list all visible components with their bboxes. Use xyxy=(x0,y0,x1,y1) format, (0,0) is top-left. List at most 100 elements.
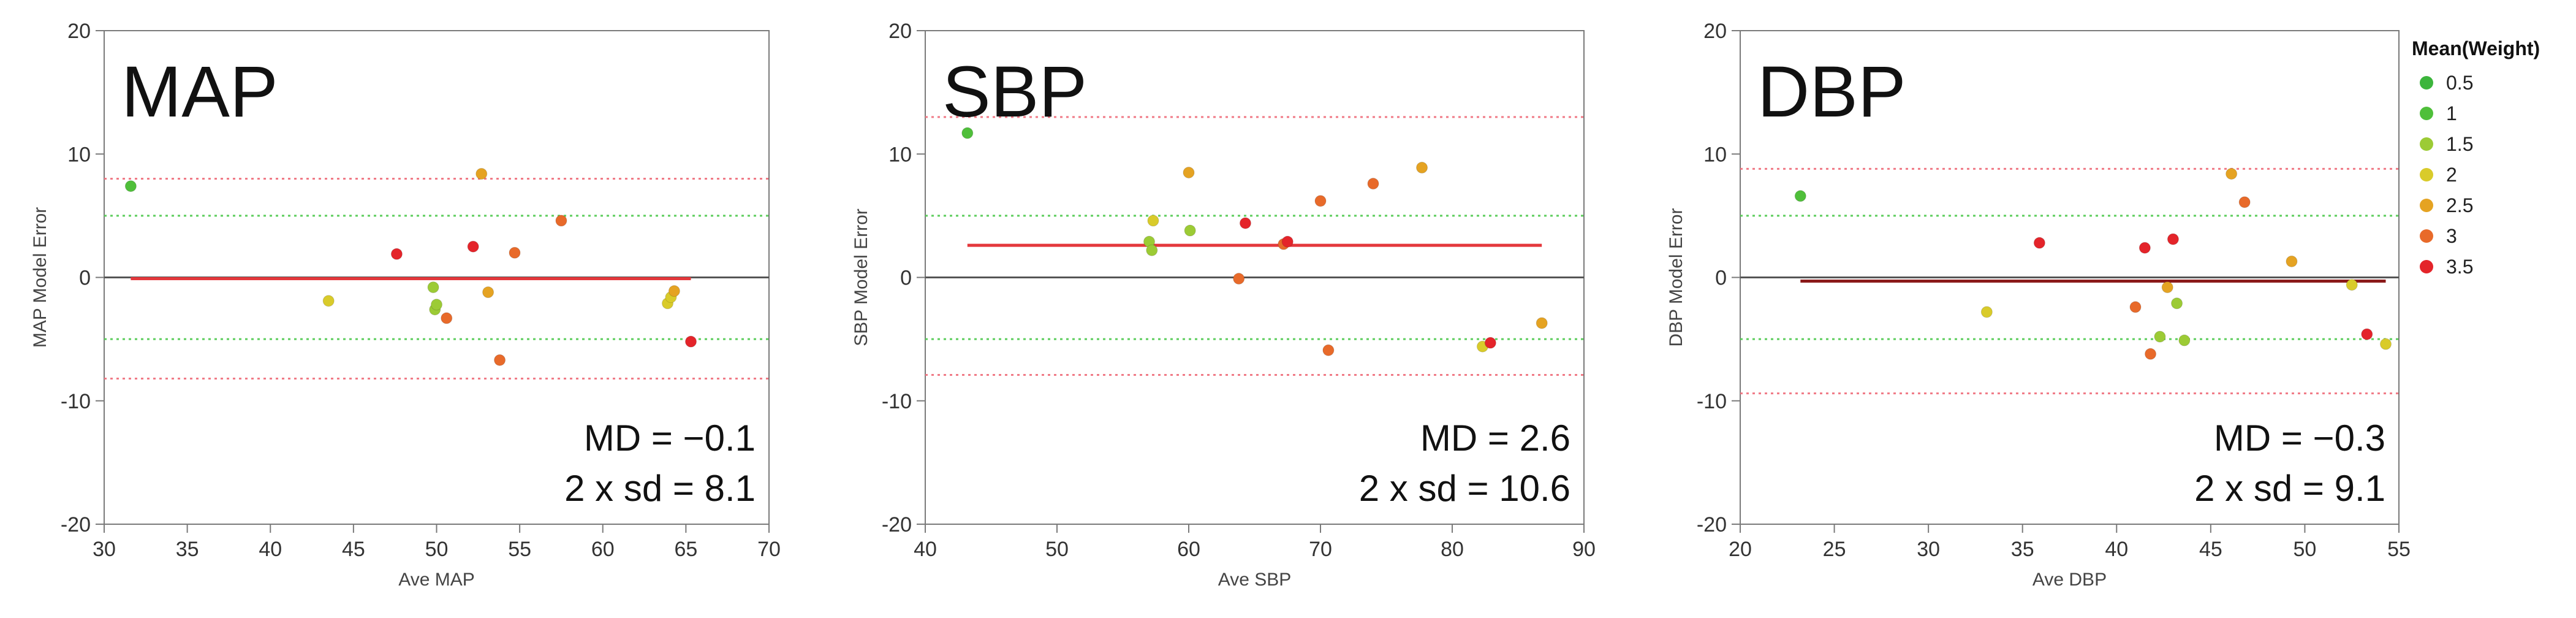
x-axis-label: Ave MAP xyxy=(398,570,475,590)
x-tick-label: 60 xyxy=(591,538,615,561)
y-axis-label: DBP Model Error xyxy=(1666,208,1686,346)
y-tick-label: -20 xyxy=(61,513,91,536)
data-point xyxy=(2286,255,2298,267)
y-tick-label: 0 xyxy=(79,267,91,290)
data-point xyxy=(390,248,403,260)
data-point xyxy=(2145,348,2157,360)
y-axis-label: SBP Model Error xyxy=(851,208,871,346)
legend-title: Mean(Weight) xyxy=(2412,37,2540,59)
panel-title: SBP xyxy=(942,52,1087,132)
data-point xyxy=(2361,328,2373,340)
two-sd-annotation: 2 x sd = 8.1 xyxy=(564,468,756,509)
panel-title: MAP xyxy=(121,52,278,132)
data-point xyxy=(668,285,680,297)
legend-marker xyxy=(2420,137,2433,151)
x-tick-label: 65 xyxy=(674,538,697,561)
x-tick-label: 70 xyxy=(757,538,781,561)
legend-label: 2 xyxy=(2446,164,2457,186)
legend: Mean(Weight) 0.5 1 1.5 2 2.5 3 3.5 xyxy=(2412,37,2540,278)
legend-marker xyxy=(2420,168,2433,181)
data-point xyxy=(2226,167,2238,180)
y-tick-label: -20 xyxy=(882,513,912,536)
data-point xyxy=(2154,330,2166,343)
data-point xyxy=(1146,244,1158,256)
y-tick-label: -20 xyxy=(1697,513,1727,536)
x-tick-label: 40 xyxy=(259,538,282,561)
x-tick-label: 30 xyxy=(93,538,116,561)
data-point xyxy=(1536,317,1548,329)
data-point xyxy=(124,180,137,193)
data-point xyxy=(1239,217,1251,229)
legend-label: 3.5 xyxy=(2446,256,2473,278)
x-tick-label: 30 xyxy=(1917,538,1940,561)
legend-marker xyxy=(2420,107,2433,120)
data-point xyxy=(2238,196,2251,208)
data-point xyxy=(1147,215,1159,227)
data-point xyxy=(1484,337,1496,349)
data-point xyxy=(494,354,506,366)
y-tick-label: 20 xyxy=(1703,20,1727,43)
mean-difference-annotation: MD = −0.1 xyxy=(584,418,756,459)
x-tick-label: 25 xyxy=(1823,538,1846,561)
x-tick-label: 35 xyxy=(176,538,199,561)
data-point xyxy=(475,167,488,180)
data-point xyxy=(482,286,494,299)
y-tick-label: 20 xyxy=(888,20,912,43)
data-point xyxy=(555,215,567,227)
data-point xyxy=(2346,279,2358,291)
legend-label: 1 xyxy=(2446,102,2457,124)
x-tick-label: 50 xyxy=(425,538,449,561)
x-tick-label: 50 xyxy=(1045,538,1069,561)
y-tick-label: 20 xyxy=(67,20,91,43)
data-point xyxy=(467,240,479,253)
x-axis-label: Ave DBP xyxy=(2032,570,2107,590)
mean-difference-annotation: MD = −0.3 xyxy=(2214,418,2385,459)
x-tick-label: 50 xyxy=(2294,538,2317,561)
panel-title: DBP xyxy=(1757,52,1906,132)
two-sd-annotation: 2 x sd = 10.6 xyxy=(1359,468,1570,509)
data-point xyxy=(441,312,453,324)
x-tick-label: 40 xyxy=(914,538,937,561)
y-tick-label: 0 xyxy=(1715,267,1727,290)
x-tick-label: 55 xyxy=(2387,538,2411,561)
legend-marker xyxy=(2420,229,2433,243)
data-point xyxy=(1183,166,1195,178)
x-tick-label: 80 xyxy=(1441,538,1464,561)
y-tick-label: 10 xyxy=(1703,143,1727,166)
data-point xyxy=(427,281,439,294)
data-point xyxy=(2138,242,2151,254)
x-tick-label: 90 xyxy=(1572,538,1596,561)
x-tick-label: 40 xyxy=(2105,538,2128,561)
data-point xyxy=(2033,237,2045,249)
y-tick-label: -10 xyxy=(1697,390,1727,413)
y-axis-label: MAP Model Error xyxy=(30,207,50,348)
data-point xyxy=(1314,195,1327,207)
y-tick-label: -10 xyxy=(882,390,912,413)
data-point xyxy=(685,335,697,348)
data-point xyxy=(2171,297,2183,310)
data-point xyxy=(1233,273,1245,285)
data-point xyxy=(2167,233,2179,245)
x-tick-label: 20 xyxy=(1729,538,1752,561)
data-point xyxy=(1980,306,1993,318)
legend-label: 0.5 xyxy=(2446,72,2473,94)
data-point xyxy=(1367,178,1379,190)
legend-marker xyxy=(2420,76,2433,90)
y-tick-label: 10 xyxy=(888,143,912,166)
y-tick-label: 10 xyxy=(67,143,91,166)
data-point xyxy=(961,127,974,139)
x-axis-label: Ave SBP xyxy=(1218,570,1292,590)
data-point xyxy=(1281,235,1294,248)
legend-label: 1.5 xyxy=(2446,133,2473,155)
data-point xyxy=(322,295,335,307)
data-point xyxy=(2129,301,2142,313)
data-point xyxy=(2178,334,2191,346)
data-point xyxy=(2380,338,2392,350)
data-point xyxy=(1184,224,1196,237)
x-tick-label: 60 xyxy=(1177,538,1200,561)
x-tick-label: 45 xyxy=(342,538,365,561)
